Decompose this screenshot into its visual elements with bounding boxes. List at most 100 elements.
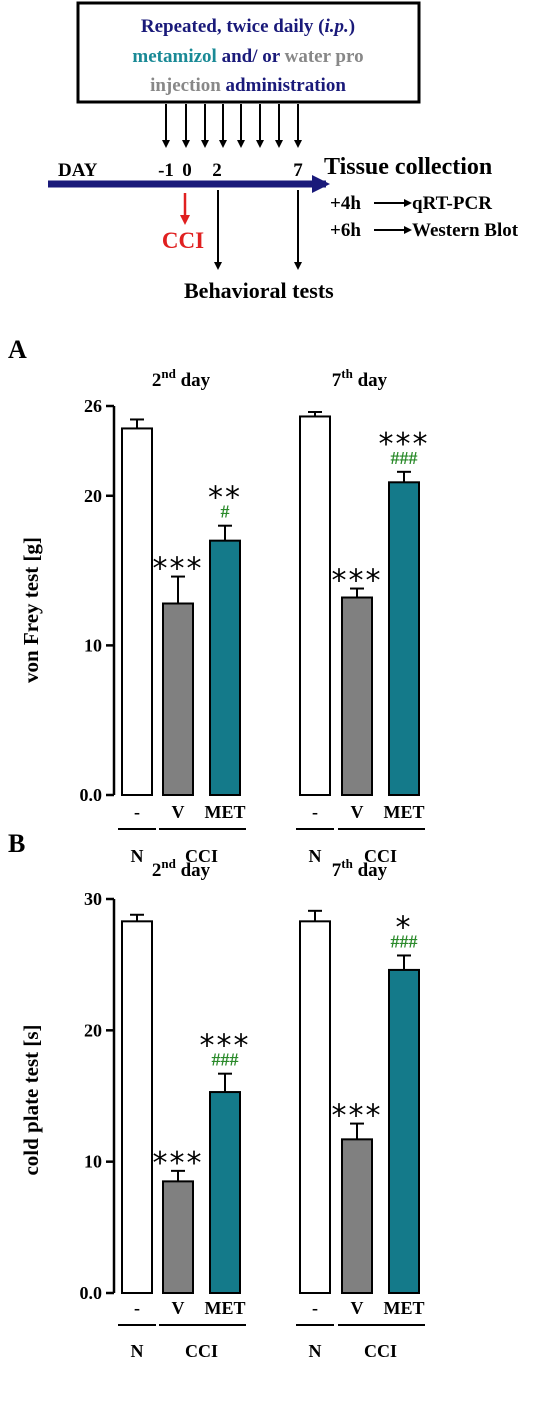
significance-stars: *** [200,1029,251,1064]
bar-v [341,596,373,796]
protocol-line-1: Repeated, twice daily (i.p.) [141,16,355,37]
x-category-label: - [312,802,318,822]
x-category-label: - [134,802,140,822]
day-tick-minus1: -1 [158,160,174,181]
group-title: 7th day [332,856,388,881]
cci-label: CCI [162,228,204,253]
group-label-cci: CCI [364,1341,397,1361]
x-category-label: V [172,802,185,822]
group-title-superscript: nd [161,856,176,871]
injection-arrows [162,104,302,148]
x-category-label: V [351,1298,364,1318]
group-title-superscript: th [341,366,353,381]
significance-hash: # [221,502,230,522]
protocol-box [76,1,421,104]
group-title: 2nd day [152,856,211,881]
significance-stars: *** [153,552,204,587]
protocol-line-2: metamizol and/ or water pro [132,46,363,67]
x-category-label: MET [383,802,424,822]
significance-stars: *** [332,564,383,599]
protocol-line-3-segment-2: administration [226,75,347,96]
group-title-superscript: nd [161,366,176,381]
group-title: 7th day [332,366,388,391]
group-title-suffix: day [176,860,211,881]
group-label-n: N [131,1341,144,1361]
group-title-number: 7 [332,370,342,391]
group-title: 2nd day [152,366,211,391]
group-title-number: 2 [152,860,162,881]
y-tick-label: 26 [84,396,102,416]
followup-4h-offset: +4h [330,193,361,214]
panel-letter: B [8,829,25,858]
bar-naive [121,427,153,796]
y-tick-label: 10 [84,635,102,655]
protocol-line-1-segment-1: Repeated, twice daily ( [141,16,325,37]
day-label: DAY [58,160,98,181]
y-tick-label: 30 [84,889,102,909]
panel-letter: A [8,335,27,364]
group-label-cci: CCI [364,846,397,866]
group-label-n: N [131,846,144,866]
followup-4h-assay: qRT-PCR [412,193,492,214]
group-title-superscript: th [341,856,353,871]
x-category-label: MET [204,1298,245,1318]
significance-stars: *** [379,427,430,462]
bar-naive [299,920,331,1294]
group-title-suffix: day [353,860,388,881]
significance-hash: ### [391,931,418,951]
significance-stars: ** [208,481,242,516]
bar-v [341,1138,373,1294]
group-label-n: N [309,1341,322,1361]
x-category-label: - [312,1298,318,1318]
bar-met [209,1091,241,1295]
significance-hash: ### [212,1050,239,1070]
group-title-number: 7 [332,860,342,881]
protocol-line-2-segment-1: metamizol [132,46,216,67]
y-tick-label: 0.0 [80,1283,103,1303]
bar-met [388,968,420,1294]
protocol-line-1-segment-2: i.p. [325,16,349,37]
group-label-cci: CCI [185,1341,218,1361]
bar-met [388,481,420,796]
bar-met [209,539,241,797]
x-category-label: MET [383,1298,424,1318]
y-axis-label: cold plate test [s] [19,1024,43,1175]
bar-v [162,602,194,796]
day-tick-7: 7 [293,160,303,181]
behavioral-tests-label: Behavioral tests [184,278,334,303]
protocol-line-3-segment-1: injection [150,75,225,96]
significance-stars: *** [153,1146,204,1181]
day-tick-0: 0 [182,160,192,181]
bar-naive [121,920,153,1294]
x-category-label: V [172,1298,185,1318]
group-title-number: 2 [152,370,162,391]
group-title-suffix: day [176,370,211,391]
protocol-line-2-segment-3: water pro [285,46,364,67]
day-tick-2: 2 [212,160,222,181]
bar-naive [299,415,331,796]
followup-6h-assay: Western Blot [412,220,519,241]
protocol-line-2-segment-2: and/ or [217,46,285,67]
bar-v [162,1180,194,1295]
y-tick-label: 20 [84,1020,102,1040]
y-tick-label: 20 [84,486,102,506]
protocol-line-3: injection administration [150,75,346,96]
x-category-label: V [351,802,364,822]
schema: Repeated, twice daily (i.p.) metamizol a… [48,1,519,303]
significance-stars: * [396,910,413,945]
x-category-label: - [134,1298,140,1318]
significance-hash: ### [391,448,418,468]
group-title-suffix: day [353,370,388,391]
y-axis-label: von Frey test [g] [19,537,43,683]
protocol-line-1-segment-3: ) [349,16,355,37]
y-tick-label: 0.0 [80,785,103,805]
tissue-collection-label: Tissue collection [324,154,492,180]
group-label-cci: CCI [185,846,218,866]
y-tick-label: 10 [84,1152,102,1172]
group-label-n: N [309,846,322,866]
significance-stars: *** [332,1099,383,1134]
followup-6h-offset: +6h [330,220,361,241]
